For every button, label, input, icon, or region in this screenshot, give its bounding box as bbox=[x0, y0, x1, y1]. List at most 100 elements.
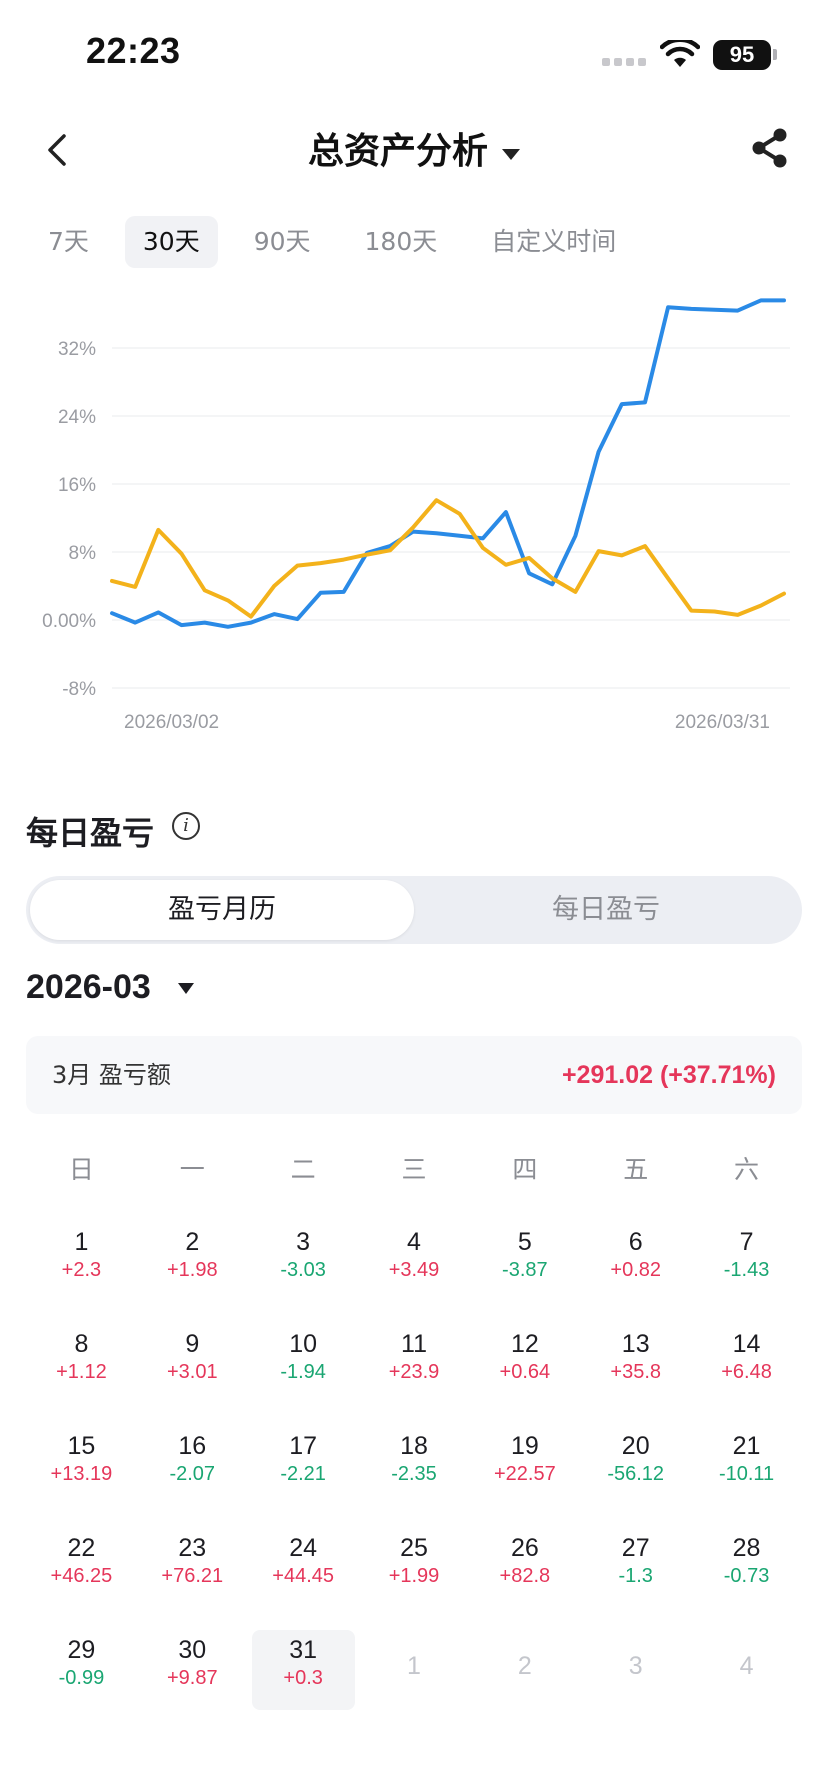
day-pnl-value: +44.45 bbox=[272, 1565, 334, 1587]
y-tick-label: 24% bbox=[58, 407, 96, 428]
day-number: 2 bbox=[517, 1652, 532, 1680]
month-picker[interactable]: 2026-03 bbox=[26, 968, 151, 1006]
calendar-day[interactable]: 14 +6.48 bbox=[691, 1324, 802, 1426]
calendar-day[interactable]: 12 +0.64 bbox=[469, 1324, 580, 1426]
day-pnl-value: +1.99 bbox=[388, 1565, 440, 1587]
summary-value: +291.02 (+37.71%) bbox=[561, 1061, 776, 1089]
calendar-day[interactable]: 26 +82.8 bbox=[469, 1528, 580, 1630]
day-pnl-value: -2.35 bbox=[391, 1463, 437, 1485]
day-pnl-value: +0.64 bbox=[499, 1361, 551, 1383]
day-number: 10 bbox=[289, 1330, 318, 1358]
day-pnl-value: -1.94 bbox=[280, 1361, 326, 1383]
calendar-day[interactable]: 19 +22.57 bbox=[469, 1426, 580, 1528]
day-number: 29 bbox=[67, 1636, 96, 1664]
calendar-day[interactable]: 2 +1.98 bbox=[137, 1222, 248, 1324]
wifi-icon bbox=[660, 40, 700, 67]
calendar-day[interactable]: 10 -1.94 bbox=[248, 1324, 359, 1426]
weekday-label: 六 bbox=[734, 1155, 760, 1184]
calendar-day[interactable]: 29 -0.99 bbox=[26, 1630, 137, 1732]
back-arrow-icon[interactable] bbox=[36, 128, 80, 172]
day-pnl-value: +46.25 bbox=[50, 1565, 113, 1587]
day-number: 22 bbox=[67, 1534, 96, 1562]
cellular-signal-icon bbox=[602, 58, 646, 66]
day-number: 1 bbox=[74, 1228, 89, 1256]
weekday-label: 二 bbox=[290, 1155, 316, 1184]
day-number: 24 bbox=[289, 1534, 318, 1562]
day-number: 3 bbox=[628, 1652, 643, 1680]
segment-pnl-calendar[interactable]: 盈亏月历 bbox=[30, 880, 414, 940]
calendar-day[interactable]: 15 +13.19 bbox=[26, 1426, 137, 1528]
y-tick-label: -8% bbox=[62, 679, 96, 700]
day-number: 20 bbox=[621, 1432, 650, 1460]
monthly-summary-card: 3月 盈亏额 +291.02 (+37.71%) bbox=[26, 1036, 802, 1114]
calendar-day[interactable]: 28 -0.73 bbox=[691, 1528, 802, 1630]
calendar-day[interactable]: 17 -2.21 bbox=[248, 1426, 359, 1528]
weekday-header: 日 一 二 三 四 五 六 bbox=[26, 1150, 802, 1186]
calendar-day[interactable]: 21 -10.11 bbox=[691, 1426, 802, 1528]
calendar-day[interactable]: 4 +3.49 bbox=[359, 1222, 470, 1324]
calendar-day-next-month: 3 bbox=[580, 1630, 691, 1732]
weekday-label: 一 bbox=[179, 1155, 205, 1184]
day-number: 8 bbox=[74, 1330, 89, 1358]
day-pnl-value: +0.3 bbox=[283, 1667, 323, 1689]
day-pnl-value: +23.9 bbox=[388, 1361, 440, 1383]
caret-down-icon bbox=[502, 149, 520, 160]
info-icon[interactable]: i bbox=[172, 812, 200, 840]
day-pnl-value: -2.21 bbox=[280, 1463, 326, 1485]
day-number: 1 bbox=[407, 1652, 421, 1680]
battery-tip bbox=[773, 49, 777, 60]
calendar-day[interactable]: 25 +1.99 bbox=[359, 1528, 470, 1630]
day-pnl-value: -0.73 bbox=[723, 1565, 770, 1587]
share-icon[interactable] bbox=[746, 124, 794, 172]
day-pnl-value: +6.48 bbox=[721, 1361, 772, 1383]
day-pnl-value: +13.19 bbox=[50, 1463, 113, 1485]
range-tabs: 7天 30天 90天 180天 自定义时间 bbox=[30, 216, 652, 268]
battery-indicator: 95 bbox=[713, 40, 771, 70]
series-line-blue bbox=[110, 298, 786, 629]
weekday-label: 四 bbox=[512, 1155, 538, 1184]
calendar-day[interactable]: 30 +9.87 bbox=[137, 1630, 248, 1732]
day-number: 6 bbox=[628, 1228, 643, 1256]
day-pnl-value: +3.49 bbox=[388, 1259, 440, 1281]
calendar-day[interactable]: 31 +0.3 bbox=[248, 1630, 359, 1732]
day-number: 18 bbox=[400, 1432, 428, 1460]
calendar-day[interactable]: 13 +35.8 bbox=[580, 1324, 691, 1426]
calendar-day[interactable]: 23 +76.21 bbox=[137, 1528, 248, 1630]
calendar-day[interactable]: 9 +3.01 bbox=[137, 1324, 248, 1426]
calendar-day[interactable]: 7 -1.43 bbox=[691, 1222, 802, 1324]
calendar-day[interactable]: 24 +44.45 bbox=[248, 1528, 359, 1630]
calendar-day[interactable]: 18 -2.35 bbox=[359, 1426, 470, 1528]
day-number: 26 bbox=[510, 1534, 539, 1562]
calendar-day[interactable]: 3 -3.03 bbox=[248, 1222, 359, 1324]
day-number: 4 bbox=[407, 1228, 421, 1256]
day-number: 17 bbox=[289, 1432, 318, 1460]
chart-svg: 32% 24% 16% 8% 0.00% -8% 2026/03/02 2026/03/31 bbox=[42, 298, 790, 733]
caret-down-icon[interactable] bbox=[178, 983, 194, 994]
calendar-day[interactable]: 8 +1.12 bbox=[26, 1324, 137, 1426]
calendar-day[interactable]: 20 -56.12 bbox=[580, 1426, 691, 1528]
tab-custom-range[interactable]: 自定义时间 bbox=[491, 227, 617, 256]
day-number: 14 bbox=[732, 1330, 761, 1358]
day-pnl-value: +35.8 bbox=[610, 1361, 662, 1383]
calendar-day[interactable]: 5 -3.87 bbox=[469, 1222, 580, 1324]
tab-180-days[interactable]: 180天 bbox=[364, 227, 438, 256]
calendar-day[interactable]: 27 -1.3 bbox=[580, 1528, 691, 1630]
day-number: 7 bbox=[739, 1228, 754, 1256]
segment-daily-pnl[interactable]: 每日盈亏 bbox=[552, 894, 660, 925]
day-pnl-value: -3.03 bbox=[280, 1259, 326, 1281]
day-pnl-value: +1.12 bbox=[56, 1361, 107, 1383]
calendar-day[interactable]: 6 +0.82 bbox=[580, 1222, 691, 1324]
tab-90-days[interactable]: 90天 bbox=[253, 227, 311, 256]
title-dropdown[interactable]: 总资产分析 bbox=[0, 122, 828, 174]
calendar-day[interactable]: 16 -2.07 bbox=[137, 1426, 248, 1528]
pnl-calendar: 1 +2.3 2 +1.98 3 -3.03 4 +3.49 5 -3.87 6 +0.82 7 -1.4… bbox=[26, 1222, 802, 1732]
calendar-day[interactable]: 22 +46.25 bbox=[26, 1528, 137, 1630]
weekday-label: 五 bbox=[623, 1155, 649, 1184]
calendar-day[interactable]: 11 +23.9 bbox=[359, 1324, 470, 1426]
day-number: 15 bbox=[67, 1432, 96, 1460]
day-number: 28 bbox=[732, 1534, 761, 1562]
asset-line-chart: 32% 24% 16% 8% 0.00% -8% 2026/03/02 2026/03/31 bbox=[0, 285, 828, 745]
calendar-day[interactable]: 1 +2.3 bbox=[26, 1222, 137, 1324]
tab-30-days[interactable]: 30天 bbox=[124, 216, 218, 268]
tab-7-days[interactable]: 7天 bbox=[48, 227, 89, 256]
